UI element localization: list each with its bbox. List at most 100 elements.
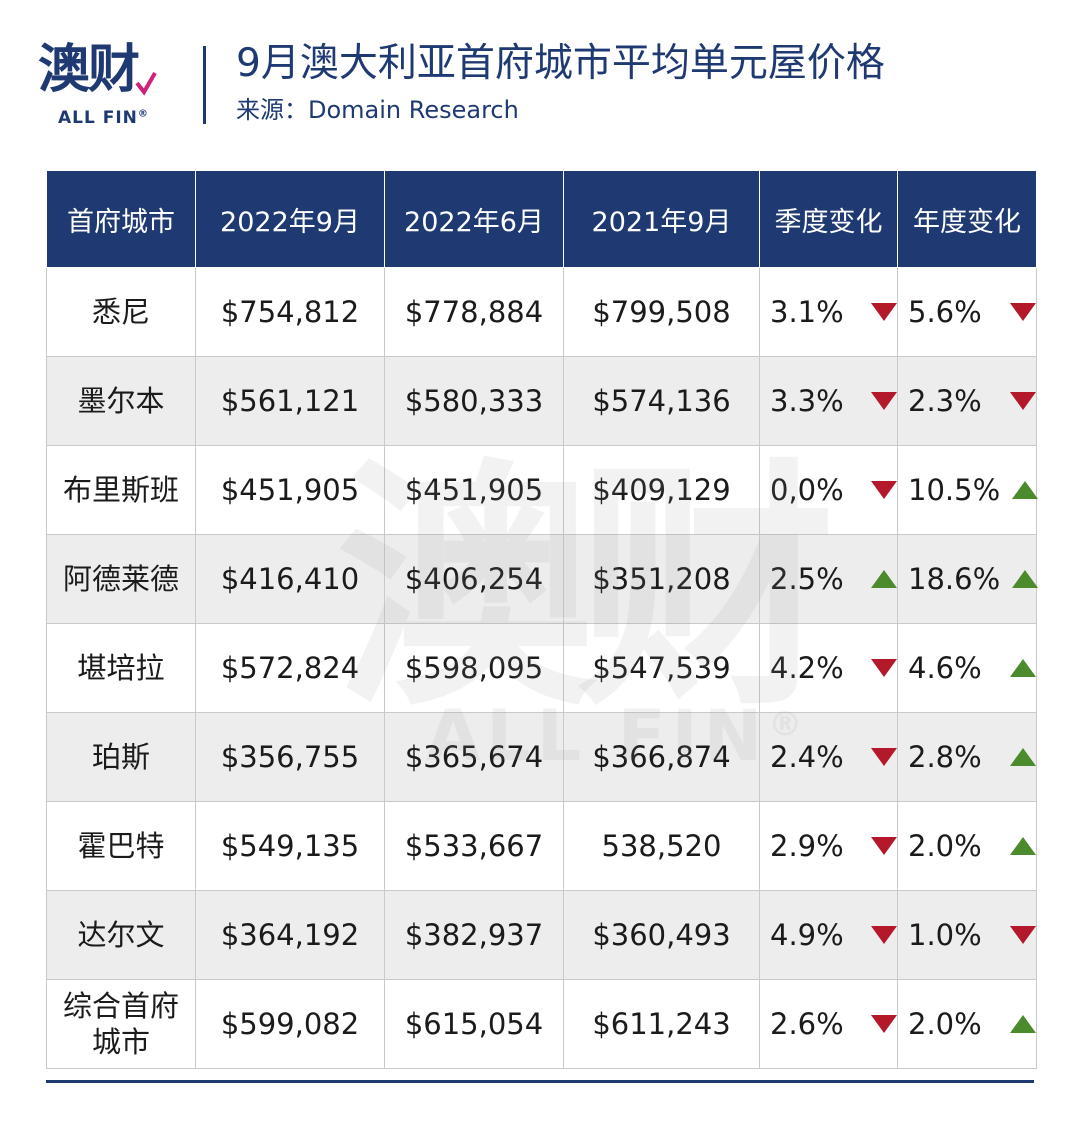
qoq-change-cell: 0,0% (759, 445, 898, 535)
triangle-down-icon (1010, 926, 1036, 944)
price-sep2022-cell: $572,824 (195, 623, 385, 713)
qoq-change-cell: 2.9% (759, 801, 898, 891)
price-sep2022-cell: $364,192 (195, 890, 385, 980)
logo-en-label: ALL FIN (58, 108, 138, 128)
triangle-down-icon (871, 303, 897, 321)
yoy-change-value: 1.0% (908, 918, 982, 952)
qoq-change-value: 3.1% (770, 295, 844, 329)
triangle-down-icon (871, 481, 897, 499)
triangle-down-icon (871, 392, 897, 410)
qoq-change-value: 2.9% (770, 829, 844, 863)
price-jun2022-cell: $580,333 (384, 356, 564, 446)
header: 澳财 ALL FIN® 9月澳大利亚首府城市平均单元屋价格 来源：Domain … (0, 0, 1080, 150)
qoq-change-value: 2.4% (770, 740, 844, 774)
table-row: 综合首府城市 $599,082 $615,054 $611,243 2.6% 2.0% (46, 979, 1037, 1069)
city-cell: 阿德莱德 (46, 534, 196, 624)
price-jun2022-cell: $382,937 (384, 890, 564, 980)
yoy-change-value: 2.3% (908, 384, 982, 418)
yoy-change-value: 2.0% (908, 829, 982, 863)
qoq-change-cell: 4.9% (759, 890, 898, 980)
column-header-sep2022: 2022年9月 (195, 170, 385, 268)
price-sep2022-cell: $356,755 (195, 712, 385, 802)
price-sep2022-cell: $754,812 (195, 267, 385, 357)
qoq-change-cell: 4.2% (759, 623, 898, 713)
price-sep2022-cell: $561,121 (195, 356, 385, 446)
yoy-change-value: 10.5% (908, 473, 1001, 507)
city-cell: 综合首府城市 (46, 979, 196, 1069)
logo-en-text: ALL FIN® (58, 108, 149, 128)
qoq-change-cell: 3.3% (759, 356, 898, 446)
triangle-down-icon (871, 748, 897, 766)
city-cell: 悉尼 (46, 267, 196, 357)
price-jun2022-cell: $533,667 (384, 801, 564, 891)
yoy-change-value: 2.0% (908, 1007, 982, 1041)
column-header-city: 首府城市 (46, 170, 196, 268)
triangle-down-icon (1010, 303, 1036, 321)
column-header-yoy: 年度变化 (897, 170, 1037, 268)
yoy-change-cell: 2.8% (897, 712, 1037, 802)
price-table: 首府城市 2022年9月 2022年6月 2021年9月 季度变化 年度变化 悉… (46, 170, 1038, 1069)
price-table-container: 首府城市 2022年9月 2022年6月 2021年9月 季度变化 年度变化 悉… (46, 170, 1038, 1074)
price-sep2021-cell: $574,136 (563, 356, 760, 446)
price-jun2022-cell: $778,884 (384, 267, 564, 357)
table-row: 达尔文 $364,192 $382,937 $360,493 4.9% 1.0% (46, 890, 1037, 980)
city-cell: 堪培拉 (46, 623, 196, 713)
yoy-change-cell: 4.6% (897, 623, 1037, 713)
column-header-sep2021: 2021年9月 (563, 170, 760, 268)
yoy-change-value: 18.6% (908, 562, 1001, 596)
price-jun2022-cell: $451,905 (384, 445, 564, 535)
table-row: 悉尼 $754,812 $778,884 $799,508 3.1% 5.6% (46, 267, 1037, 357)
city-cell: 墨尔本 (46, 356, 196, 446)
triangle-up-icon (1010, 837, 1036, 855)
price-sep2022-cell: $549,135 (195, 801, 385, 891)
qoq-change-cell: 2.6% (759, 979, 898, 1069)
column-header-jun2022: 2022年6月 (384, 170, 564, 268)
price-sep2021-cell: $409,129 (563, 445, 760, 535)
city-cell: 布里斯班 (46, 445, 196, 535)
qoq-change-cell: 3.1% (759, 267, 898, 357)
page-title: 9月澳大利亚首府城市平均单元屋价格 (236, 41, 885, 86)
city-cell: 达尔文 (46, 890, 196, 980)
allfin-logo: 澳财 ALL FIN® (38, 40, 178, 130)
source-note: 来源：Domain Research (236, 96, 519, 124)
qoq-change-value: 2.5% (770, 562, 844, 596)
qoq-change-value: 3.3% (770, 384, 844, 418)
triangle-up-icon (1012, 570, 1038, 588)
triangle-down-icon (871, 837, 897, 855)
price-sep2021-cell: 538,520 (563, 801, 760, 891)
city-cell: 霍巴特 (46, 801, 196, 891)
yoy-change-value: 2.8% (908, 740, 982, 774)
price-sep2021-cell: $360,493 (563, 890, 760, 980)
qoq-change-cell: 2.5% (759, 534, 898, 624)
price-sep2021-cell: $611,243 (563, 979, 760, 1069)
yoy-change-cell: 2.0% (897, 801, 1037, 891)
price-jun2022-cell: $598,095 (384, 623, 564, 713)
price-sep2021-cell: $799,508 (563, 267, 760, 357)
qoq-change-value: 0,0% (770, 473, 844, 507)
yoy-change-value: 4.6% (908, 651, 982, 685)
qoq-change-cell: 2.4% (759, 712, 898, 802)
yoy-change-value: 5.6% (908, 295, 982, 329)
price-jun2022-cell: $406,254 (384, 534, 564, 624)
logo-registered-mark: ® (137, 108, 149, 120)
bottom-rule (46, 1080, 1034, 1083)
yoy-change-cell: 2.0% (897, 979, 1037, 1069)
logo-check-icon (135, 71, 157, 96)
triangle-up-icon (1010, 1015, 1036, 1033)
triangle-down-icon (871, 1015, 897, 1033)
price-sep2022-cell: $599,082 (195, 979, 385, 1069)
qoq-change-value: 4.2% (770, 651, 844, 685)
triangle-up-icon (1012, 481, 1038, 499)
table-body: 悉尼 $754,812 $778,884 $799,508 3.1% 5.6% 墨尔本 $56… (46, 267, 1038, 1069)
price-sep2022-cell: $451,905 (195, 445, 385, 535)
yoy-change-cell: 5.6% (897, 267, 1037, 357)
price-jun2022-cell: $615,054 (384, 979, 564, 1069)
yoy-change-cell: 1.0% (897, 890, 1037, 980)
column-header-qoq: 季度变化 (759, 170, 898, 268)
triangle-up-icon (1010, 748, 1036, 766)
price-sep2021-cell: $366,874 (563, 712, 760, 802)
price-jun2022-cell: $365,674 (384, 712, 564, 802)
triangle-down-icon (1010, 392, 1036, 410)
triangle-up-icon (871, 570, 897, 588)
triangle-down-icon (871, 926, 897, 944)
